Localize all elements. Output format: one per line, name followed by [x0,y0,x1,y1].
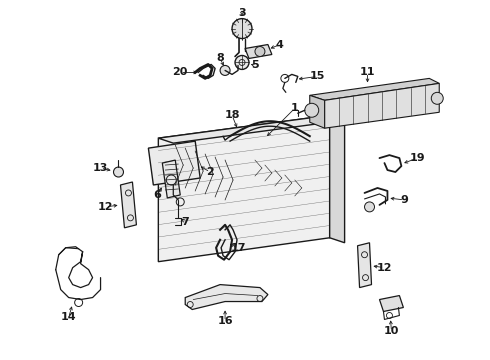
Text: 10: 10 [384,327,399,336]
Polygon shape [121,182,136,228]
Text: 18: 18 [224,110,240,120]
Text: 1: 1 [291,103,299,113]
Circle shape [235,55,249,69]
Polygon shape [148,141,200,185]
Text: 17: 17 [230,243,246,253]
Text: 4: 4 [276,40,284,50]
Circle shape [220,66,230,75]
Text: 3: 3 [238,8,246,18]
Text: 14: 14 [61,312,76,323]
Text: 9: 9 [400,195,408,205]
Text: 5: 5 [251,60,259,71]
Text: 12: 12 [377,263,392,273]
Text: 20: 20 [172,67,188,77]
Text: 6: 6 [153,190,161,200]
Text: 2: 2 [206,167,214,177]
Polygon shape [185,285,268,310]
Polygon shape [330,115,344,243]
Text: 7: 7 [181,217,189,227]
Text: 13: 13 [93,163,108,173]
Text: 8: 8 [216,54,224,63]
Polygon shape [379,296,403,311]
Text: 15: 15 [310,71,325,81]
Text: 12: 12 [98,202,113,212]
Circle shape [114,167,123,177]
Polygon shape [325,84,439,128]
Polygon shape [158,115,330,262]
Circle shape [255,46,265,57]
Text: 19: 19 [410,153,425,163]
Polygon shape [310,78,439,100]
Circle shape [431,92,443,104]
Polygon shape [158,115,344,143]
Circle shape [305,103,318,117]
Polygon shape [358,243,371,288]
Circle shape [365,202,374,212]
Polygon shape [162,160,180,198]
Polygon shape [310,95,325,128]
Text: 16: 16 [217,316,233,327]
Circle shape [232,19,252,39]
Text: 11: 11 [360,67,375,77]
Polygon shape [245,45,272,58]
